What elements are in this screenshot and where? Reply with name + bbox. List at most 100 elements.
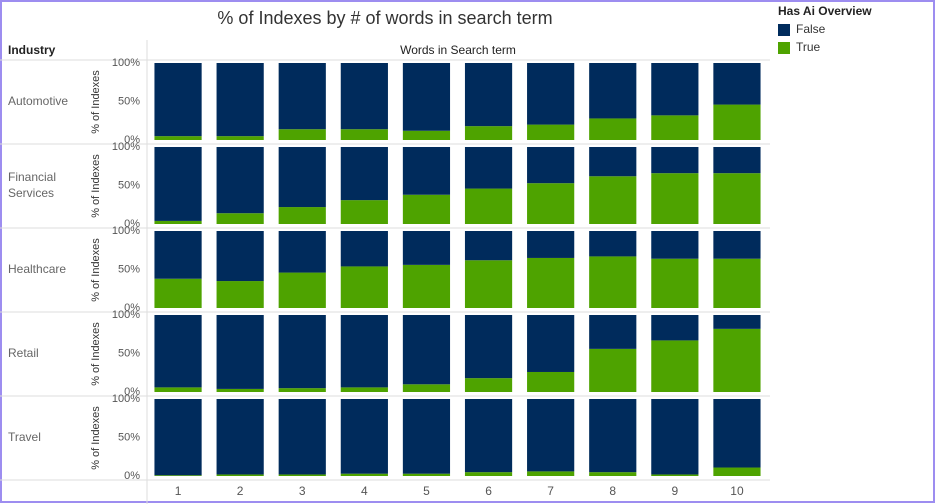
legend-label: True [796,40,821,54]
bar-segment [464,378,513,392]
bar-segment [651,315,699,341]
bar-segment [589,231,637,257]
y-axis-label: % of Indexes [90,154,102,218]
bar-segment [216,281,264,308]
bar-segment [340,147,388,201]
bar-segment [713,147,761,174]
bar-segment [402,231,451,265]
bar-segment [402,473,451,476]
bar-segment [154,220,202,224]
y-tick-label: 50% [118,431,140,443]
bar-segment [589,256,637,308]
bar-segment [527,124,575,140]
bar-segment [713,467,761,476]
bar-segment [651,399,699,475]
bar-segment [589,315,637,349]
bar-segment [402,130,451,140]
x-tick-label: 6 [485,484,492,498]
bar-segment [713,315,761,329]
bar-segment [340,473,388,476]
bar-segment [340,63,388,130]
bar-segment [154,475,202,476]
bar-segment [402,194,451,224]
legend-title: Has Ai Overview [778,4,872,18]
bar-segment [216,399,264,475]
y-tick-label: 100% [112,57,140,69]
x-tick-label: 10 [730,484,744,498]
x-tick-label: 9 [672,484,679,498]
bar-segment [278,272,326,308]
bar-segment [278,315,326,389]
legend-label: False [796,22,826,36]
bar-segment [527,257,575,308]
bar-segment [713,63,761,105]
x-tick-label: 7 [547,484,554,498]
bar-segment [713,231,761,259]
bar-segment [402,63,451,131]
bar-segment [278,63,326,130]
bar-segment [340,231,388,267]
bar-segment [154,63,202,137]
bar-segment [154,315,202,388]
bar-segment [589,399,637,473]
bar-segment [216,213,264,224]
bar-segment [464,63,513,127]
bar-segment [216,474,264,476]
y-tick-label: 100% [112,393,140,405]
bar-segment [527,315,575,372]
bar-segment [527,471,575,476]
y-tick-label: 100% [112,225,140,237]
legend-swatch [778,24,790,36]
y-tick-label: 0% [124,302,140,314]
bar-segment [402,399,451,474]
x-tick-label: 8 [609,484,616,498]
legend-swatch [778,42,790,54]
x-tick-label: 1 [175,484,182,498]
bar-segment [154,278,202,308]
y-tick-label: 0% [124,470,140,482]
bar-segment [278,207,326,224]
bar-segment [527,147,575,184]
bar-segment [402,315,451,385]
bar-segment [216,147,264,214]
bar-segment [340,129,388,140]
bar-segment [651,115,699,140]
bar-segment [464,472,513,476]
bar-segment [589,472,637,476]
bar-segment [340,399,388,474]
bar-segment [278,399,326,475]
column-header: Words in Search term [400,43,516,57]
bar-segment [464,147,513,189]
bar-segment [527,399,575,472]
bar-segment [278,388,326,392]
bar-segment [154,399,202,476]
y-tick-label: 50% [118,179,140,191]
bar-segment [216,388,264,392]
x-tick-label: 2 [237,484,244,498]
bar-segment [402,147,451,195]
y-axis-label: % of Indexes [90,238,102,302]
bar-segment [713,104,761,140]
bar-segment [464,399,513,473]
bar-segment [154,136,202,140]
bar-segment [651,340,699,392]
bar-segment [589,176,637,224]
bar-segment [651,231,699,259]
bar-segment [216,231,264,282]
bar-segment [154,147,202,221]
y-tick-label: 0% [124,134,140,146]
y-axis-label: % of Indexes [90,406,102,470]
x-tick-label: 5 [423,484,430,498]
bar-segment [527,231,575,258]
bar-segment [278,147,326,208]
bar-segment [651,63,699,116]
bar-segment [589,63,637,119]
bar-segment [278,129,326,140]
bar-segment [154,231,202,279]
bar-segment [464,315,513,379]
bar-segment [713,258,761,308]
y-tick-label: 50% [118,95,140,107]
bar-segment [651,147,699,174]
